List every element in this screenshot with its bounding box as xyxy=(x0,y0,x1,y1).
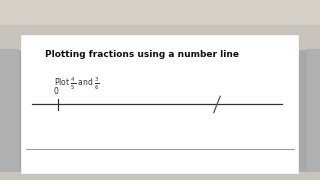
Bar xyxy=(0,0,320,25)
Bar xyxy=(22,36,298,173)
Bar xyxy=(0,25,320,49)
Text: Plot $\frac{4}{5}$ and $\frac{3}{6}$: Plot $\frac{4}{5}$ and $\frac{3}{6}$ xyxy=(54,76,100,92)
Bar xyxy=(307,49,320,180)
Text: 0: 0 xyxy=(53,87,59,96)
Bar xyxy=(0,172,320,180)
Bar xyxy=(0,49,320,180)
Text: Plotting fractions using a number line: Plotting fractions using a number line xyxy=(45,50,239,59)
Bar xyxy=(0,49,18,180)
